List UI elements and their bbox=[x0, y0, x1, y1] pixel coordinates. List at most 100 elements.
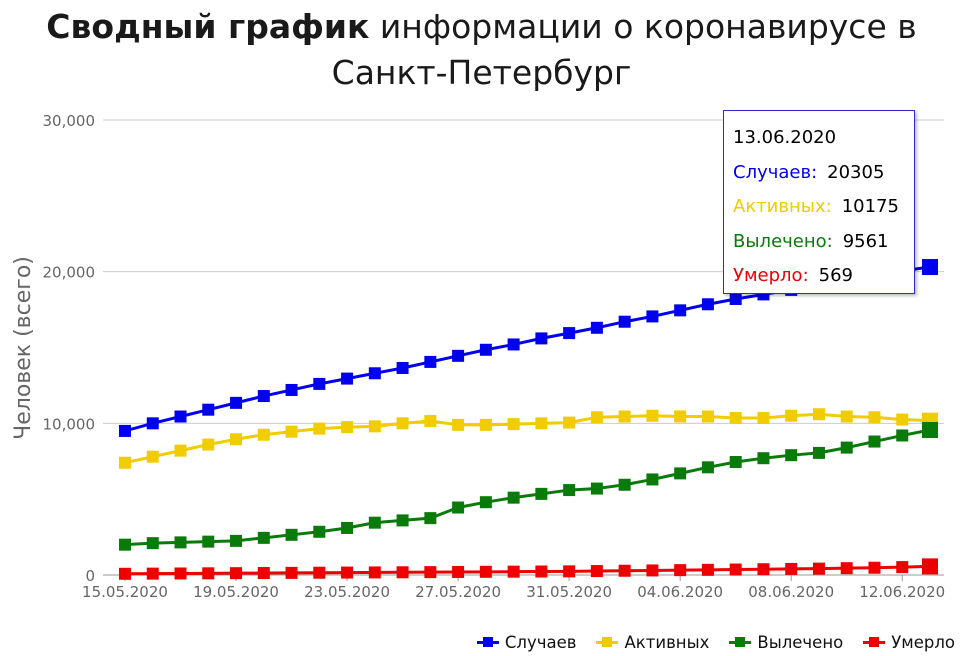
data-point[interactable] bbox=[368, 367, 381, 380]
data-point[interactable] bbox=[535, 565, 548, 578]
data-point[interactable] bbox=[146, 567, 159, 580]
data-point[interactable] bbox=[590, 411, 603, 424]
data-point[interactable] bbox=[313, 422, 326, 435]
data-point[interactable] bbox=[230, 567, 243, 580]
data-point[interactable] bbox=[424, 566, 437, 579]
data-point[interactable] bbox=[757, 412, 770, 425]
data-point[interactable] bbox=[368, 566, 381, 579]
data-point[interactable] bbox=[257, 428, 270, 441]
data-point[interactable] bbox=[396, 417, 409, 430]
data-point[interactable] bbox=[701, 410, 714, 423]
data-point[interactable] bbox=[507, 565, 520, 578]
data-point[interactable] bbox=[424, 415, 437, 428]
data-point[interactable] bbox=[729, 412, 742, 425]
data-point[interactable] bbox=[922, 259, 938, 276]
data-point[interactable] bbox=[285, 425, 298, 438]
legend-item[interactable]: Случаев bbox=[476, 633, 576, 652]
data-point[interactable] bbox=[119, 567, 131, 580]
data-point[interactable] bbox=[646, 310, 659, 323]
data-point[interactable] bbox=[757, 563, 770, 576]
data-point[interactable] bbox=[840, 410, 853, 423]
data-point[interactable] bbox=[507, 338, 520, 351]
data-point[interactable] bbox=[396, 514, 409, 527]
data-point[interactable] bbox=[896, 413, 909, 426]
data-point[interactable] bbox=[896, 561, 909, 574]
data-point[interactable] bbox=[452, 565, 465, 578]
data-point[interactable] bbox=[729, 563, 742, 576]
data-point[interactable] bbox=[202, 535, 215, 548]
data-point[interactable] bbox=[479, 565, 492, 578]
data-point[interactable] bbox=[424, 512, 437, 525]
legend-item[interactable]: Активных bbox=[596, 633, 709, 652]
data-point[interactable] bbox=[563, 416, 576, 429]
data-point[interactable] bbox=[701, 461, 714, 474]
data-point[interactable] bbox=[590, 565, 603, 578]
data-point[interactable] bbox=[313, 566, 326, 579]
data-point[interactable] bbox=[452, 349, 465, 362]
data-point[interactable] bbox=[674, 564, 687, 577]
data-point[interactable] bbox=[563, 484, 576, 497]
data-point[interactable] bbox=[341, 566, 354, 579]
data-point[interactable] bbox=[341, 372, 354, 385]
data-point[interactable] bbox=[368, 516, 381, 529]
data-point[interactable] bbox=[174, 410, 187, 423]
data-point[interactable] bbox=[812, 562, 825, 575]
data-point[interactable] bbox=[313, 377, 326, 390]
data-point[interactable] bbox=[674, 410, 687, 423]
data-point[interactable] bbox=[257, 531, 270, 544]
data-point[interactable] bbox=[479, 496, 492, 509]
data-point[interactable] bbox=[452, 418, 465, 431]
data-point[interactable] bbox=[674, 467, 687, 480]
data-point[interactable] bbox=[618, 315, 631, 328]
data-point[interactable] bbox=[396, 566, 409, 579]
data-point[interactable] bbox=[285, 383, 298, 396]
data-point[interactable] bbox=[868, 435, 881, 448]
data-point[interactable] bbox=[230, 396, 243, 409]
data-point[interactable] bbox=[646, 564, 659, 577]
data-point[interactable] bbox=[785, 409, 798, 422]
legend-item[interactable]: Вылечено bbox=[729, 633, 843, 652]
data-point[interactable] bbox=[922, 558, 938, 575]
data-point[interactable] bbox=[812, 446, 825, 459]
data-point[interactable] bbox=[922, 421, 938, 438]
data-point[interactable] bbox=[785, 449, 798, 462]
data-point[interactable] bbox=[174, 567, 187, 580]
data-point[interactable] bbox=[119, 456, 131, 469]
data-point[interactable] bbox=[701, 298, 714, 311]
data-point[interactable] bbox=[563, 565, 576, 578]
data-point[interactable] bbox=[868, 411, 881, 424]
data-point[interactable] bbox=[868, 561, 881, 574]
data-point[interactable] bbox=[646, 409, 659, 422]
data-point[interactable] bbox=[535, 332, 548, 345]
data-point[interactable] bbox=[674, 304, 687, 317]
data-point[interactable] bbox=[507, 418, 520, 431]
data-point[interactable] bbox=[313, 525, 326, 538]
data-point[interactable] bbox=[146, 417, 159, 430]
data-point[interactable] bbox=[119, 538, 131, 551]
data-point[interactable] bbox=[174, 536, 187, 549]
data-point[interactable] bbox=[285, 566, 298, 579]
data-point[interactable] bbox=[202, 403, 215, 416]
legend-item[interactable]: Умерло bbox=[863, 633, 955, 652]
data-point[interactable] bbox=[119, 424, 131, 437]
data-point[interactable] bbox=[230, 433, 243, 446]
data-point[interactable] bbox=[563, 327, 576, 340]
data-point[interactable] bbox=[701, 563, 714, 576]
data-point[interactable] bbox=[618, 410, 631, 423]
data-point[interactable] bbox=[896, 429, 909, 442]
data-point[interactable] bbox=[729, 292, 742, 305]
data-point[interactable] bbox=[479, 418, 492, 431]
data-point[interactable] bbox=[590, 482, 603, 495]
data-point[interactable] bbox=[202, 567, 215, 580]
data-point[interactable] bbox=[257, 390, 270, 403]
data-point[interactable] bbox=[174, 444, 187, 457]
data-point[interactable] bbox=[535, 417, 548, 430]
data-point[interactable] bbox=[424, 355, 437, 368]
data-point[interactable] bbox=[341, 521, 354, 534]
data-point[interactable] bbox=[146, 450, 159, 463]
data-point[interactable] bbox=[590, 321, 603, 334]
data-point[interactable] bbox=[840, 562, 853, 575]
data-point[interactable] bbox=[146, 537, 159, 550]
data-point[interactable] bbox=[452, 501, 465, 514]
data-point[interactable] bbox=[646, 473, 659, 486]
